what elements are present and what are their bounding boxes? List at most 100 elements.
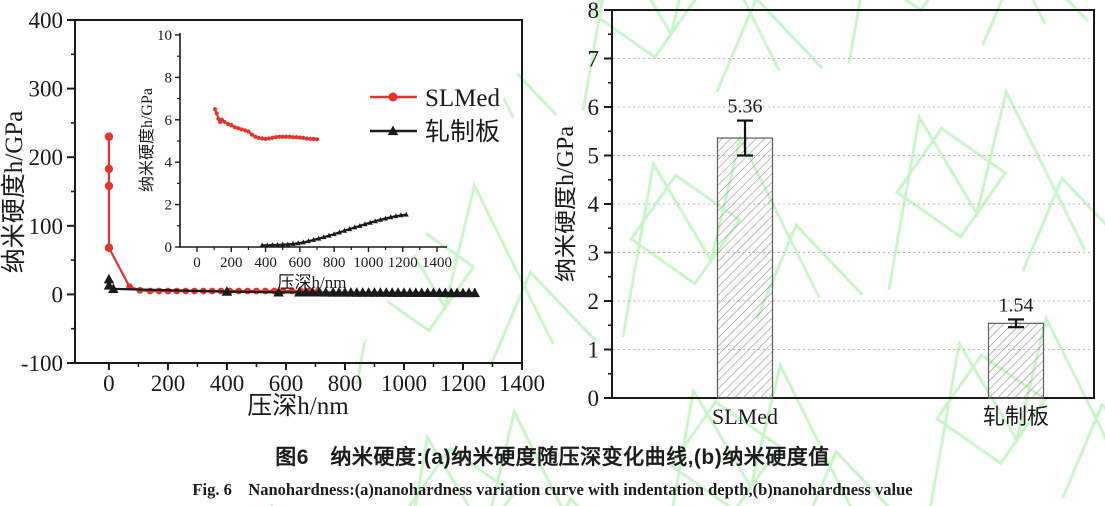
circle-marker xyxy=(263,136,268,141)
circle-marker xyxy=(308,136,313,141)
circle-marker xyxy=(225,121,230,127)
triangle-marker xyxy=(326,232,332,238)
legend-label: 轧制板 xyxy=(425,118,500,146)
circle-marker xyxy=(294,135,299,140)
y-tick-label: -100 xyxy=(21,351,63,376)
circle-marker xyxy=(270,135,275,140)
circle-marker xyxy=(216,116,221,121)
inset-y-tick-label: 6 xyxy=(165,113,173,129)
triangle-marker xyxy=(336,229,342,235)
bar-SLMed xyxy=(716,137,774,399)
triangle-marker xyxy=(295,240,301,246)
triangle-marker xyxy=(398,212,404,218)
triangle-marker xyxy=(274,242,281,247)
y-tick-label: 6 xyxy=(588,95,600,120)
inset-y-tick-label: 10 xyxy=(157,28,172,44)
triangle-marker xyxy=(294,286,305,297)
triangle-marker xyxy=(285,241,291,247)
circle-marker xyxy=(212,107,218,112)
x-tick-label: 400 xyxy=(210,371,245,396)
triangle-marker xyxy=(313,286,325,297)
circle-marker xyxy=(146,287,154,295)
y-tick-label: 5 xyxy=(588,144,600,169)
inset-y-tick-label: 8 xyxy=(165,70,173,86)
x-tick-label: 0 xyxy=(103,371,115,396)
x-tick-label: 1000 xyxy=(381,371,427,396)
circle-marker xyxy=(104,243,114,252)
circle-marker xyxy=(280,134,285,139)
triangle-marker xyxy=(280,241,286,247)
figure-caption: 图6 纳米硬度:(a)纳米硬度随压深变化曲线,(b)纳米硬度值 Fig. 6 N… xyxy=(0,441,1105,500)
triangle-marker xyxy=(264,242,270,248)
y-tick-label: 7 xyxy=(588,47,600,72)
circle-marker xyxy=(256,135,261,140)
y-tick-label: 100 xyxy=(29,214,64,239)
triangle-marker xyxy=(357,223,363,228)
y-tick-label: 200 xyxy=(29,145,64,170)
triangle-marker xyxy=(305,238,312,244)
bar-category-label: 轧制板 xyxy=(983,404,1049,429)
bar-value-label: 5.36 xyxy=(728,96,763,118)
triangle-marker xyxy=(393,213,399,219)
bar-轧制板 xyxy=(987,322,1045,399)
x-tick-label: 1400 xyxy=(499,371,545,396)
inset-x-tick-label: 1200 xyxy=(388,255,418,271)
triangle-marker xyxy=(321,234,327,240)
inset-x-tick-label: 1400 xyxy=(422,255,452,271)
triangle-marker xyxy=(362,221,368,227)
circle-marker xyxy=(314,137,320,142)
circle-marker xyxy=(287,134,292,139)
panel-b-bar-chart: 0 1 2 3 4 5 6 7 8 纳米硬度h/GPa 5.36 SLMed 1.54 轧制板 xyxy=(555,0,1095,429)
triangle-marker xyxy=(403,211,409,217)
triangle-marker xyxy=(103,273,115,284)
y-tick-label: 0 xyxy=(52,282,64,307)
y-tick-label: 0 xyxy=(588,386,600,411)
triangle-marker xyxy=(221,286,233,296)
inset-yaxis-label: 纳米硬度h/GPa xyxy=(138,88,156,192)
circle-marker xyxy=(253,134,258,139)
panel-a-yaxis-label: 纳米硬度h/GPa xyxy=(0,111,28,274)
inset-y-tick-label: 4 xyxy=(165,155,173,171)
legend-circle-marker xyxy=(388,92,398,102)
circle-marker xyxy=(249,132,254,137)
triangle-marker xyxy=(300,239,306,245)
circle-marker xyxy=(229,123,234,128)
triangle-marker xyxy=(108,283,119,294)
triangle-marker xyxy=(320,286,332,297)
y-tick-label: 400 xyxy=(29,8,64,33)
triangle-marker xyxy=(331,231,337,237)
triangle-marker xyxy=(382,215,389,221)
triangle-marker xyxy=(273,286,284,297)
x-tick-label: 800 xyxy=(328,371,363,396)
circle-marker xyxy=(277,134,282,139)
circle-marker xyxy=(297,135,302,140)
triangle-marker xyxy=(387,125,399,136)
circle-marker xyxy=(266,136,272,141)
inset-y-tick-label: 0 xyxy=(165,240,173,256)
triangle-marker xyxy=(259,242,265,248)
triangle-marker xyxy=(377,216,384,222)
circle-marker xyxy=(301,135,306,140)
circle-marker xyxy=(222,119,227,125)
inset-xaxis-label: 压深h/nm xyxy=(278,273,347,292)
inset-x-tick-label: 800 xyxy=(323,255,346,271)
triangle-marker xyxy=(346,226,353,232)
circle-marker xyxy=(284,134,289,139)
inset-x-tick-label: 600 xyxy=(289,255,312,271)
triangle-marker xyxy=(290,241,296,246)
circle-marker xyxy=(290,135,296,140)
triangle-marker xyxy=(372,218,378,224)
y-tick-label: 3 xyxy=(588,241,600,266)
circle-marker xyxy=(104,164,114,174)
circle-marker xyxy=(236,126,241,131)
triangle-marker xyxy=(352,224,358,230)
triangle-marker xyxy=(310,236,317,242)
circle-marker xyxy=(239,127,244,132)
circle-marker xyxy=(304,136,309,141)
panel-b-yaxis-label: 纳米硬度h/GPa xyxy=(555,126,579,282)
y-tick-label: 300 xyxy=(29,77,64,102)
circle-marker xyxy=(246,129,251,134)
circle-marker xyxy=(242,128,248,133)
